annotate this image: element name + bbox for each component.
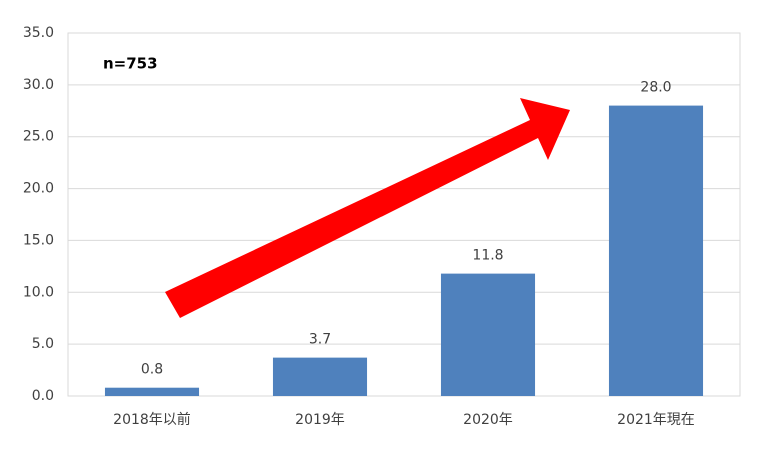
y-tick-label: 35.0 (23, 25, 54, 41)
x-tick-label: 2020年 (463, 412, 513, 428)
trend-arrow (165, 98, 570, 318)
y-tick-label: 30.0 (23, 77, 54, 93)
bar (608, 105, 704, 396)
bar (440, 273, 536, 396)
y-tick-label: 25.0 (23, 129, 54, 145)
y-tick-label: 5.0 (32, 336, 54, 352)
y-tick-label: 20.0 (23, 181, 54, 197)
value-label: 0.8 (141, 362, 163, 378)
value-label: 28.0 (640, 80, 671, 96)
bar (272, 357, 368, 396)
x-tick-label: 2018年以前 (113, 411, 191, 428)
bar (104, 387, 200, 396)
sample-size: n=753 (103, 55, 158, 73)
x-tick-label: 2021年現在 (617, 412, 695, 428)
y-tick-label: 0.0 (32, 388, 54, 404)
value-label: 3.7 (309, 332, 331, 348)
y-tick-label: 15.0 (23, 232, 54, 248)
plot-layer (68, 32, 740, 397)
y-tick-label: 10.0 (23, 284, 54, 300)
x-tick-label: 2019年 (295, 412, 345, 428)
value-label: 11.8 (472, 248, 503, 264)
